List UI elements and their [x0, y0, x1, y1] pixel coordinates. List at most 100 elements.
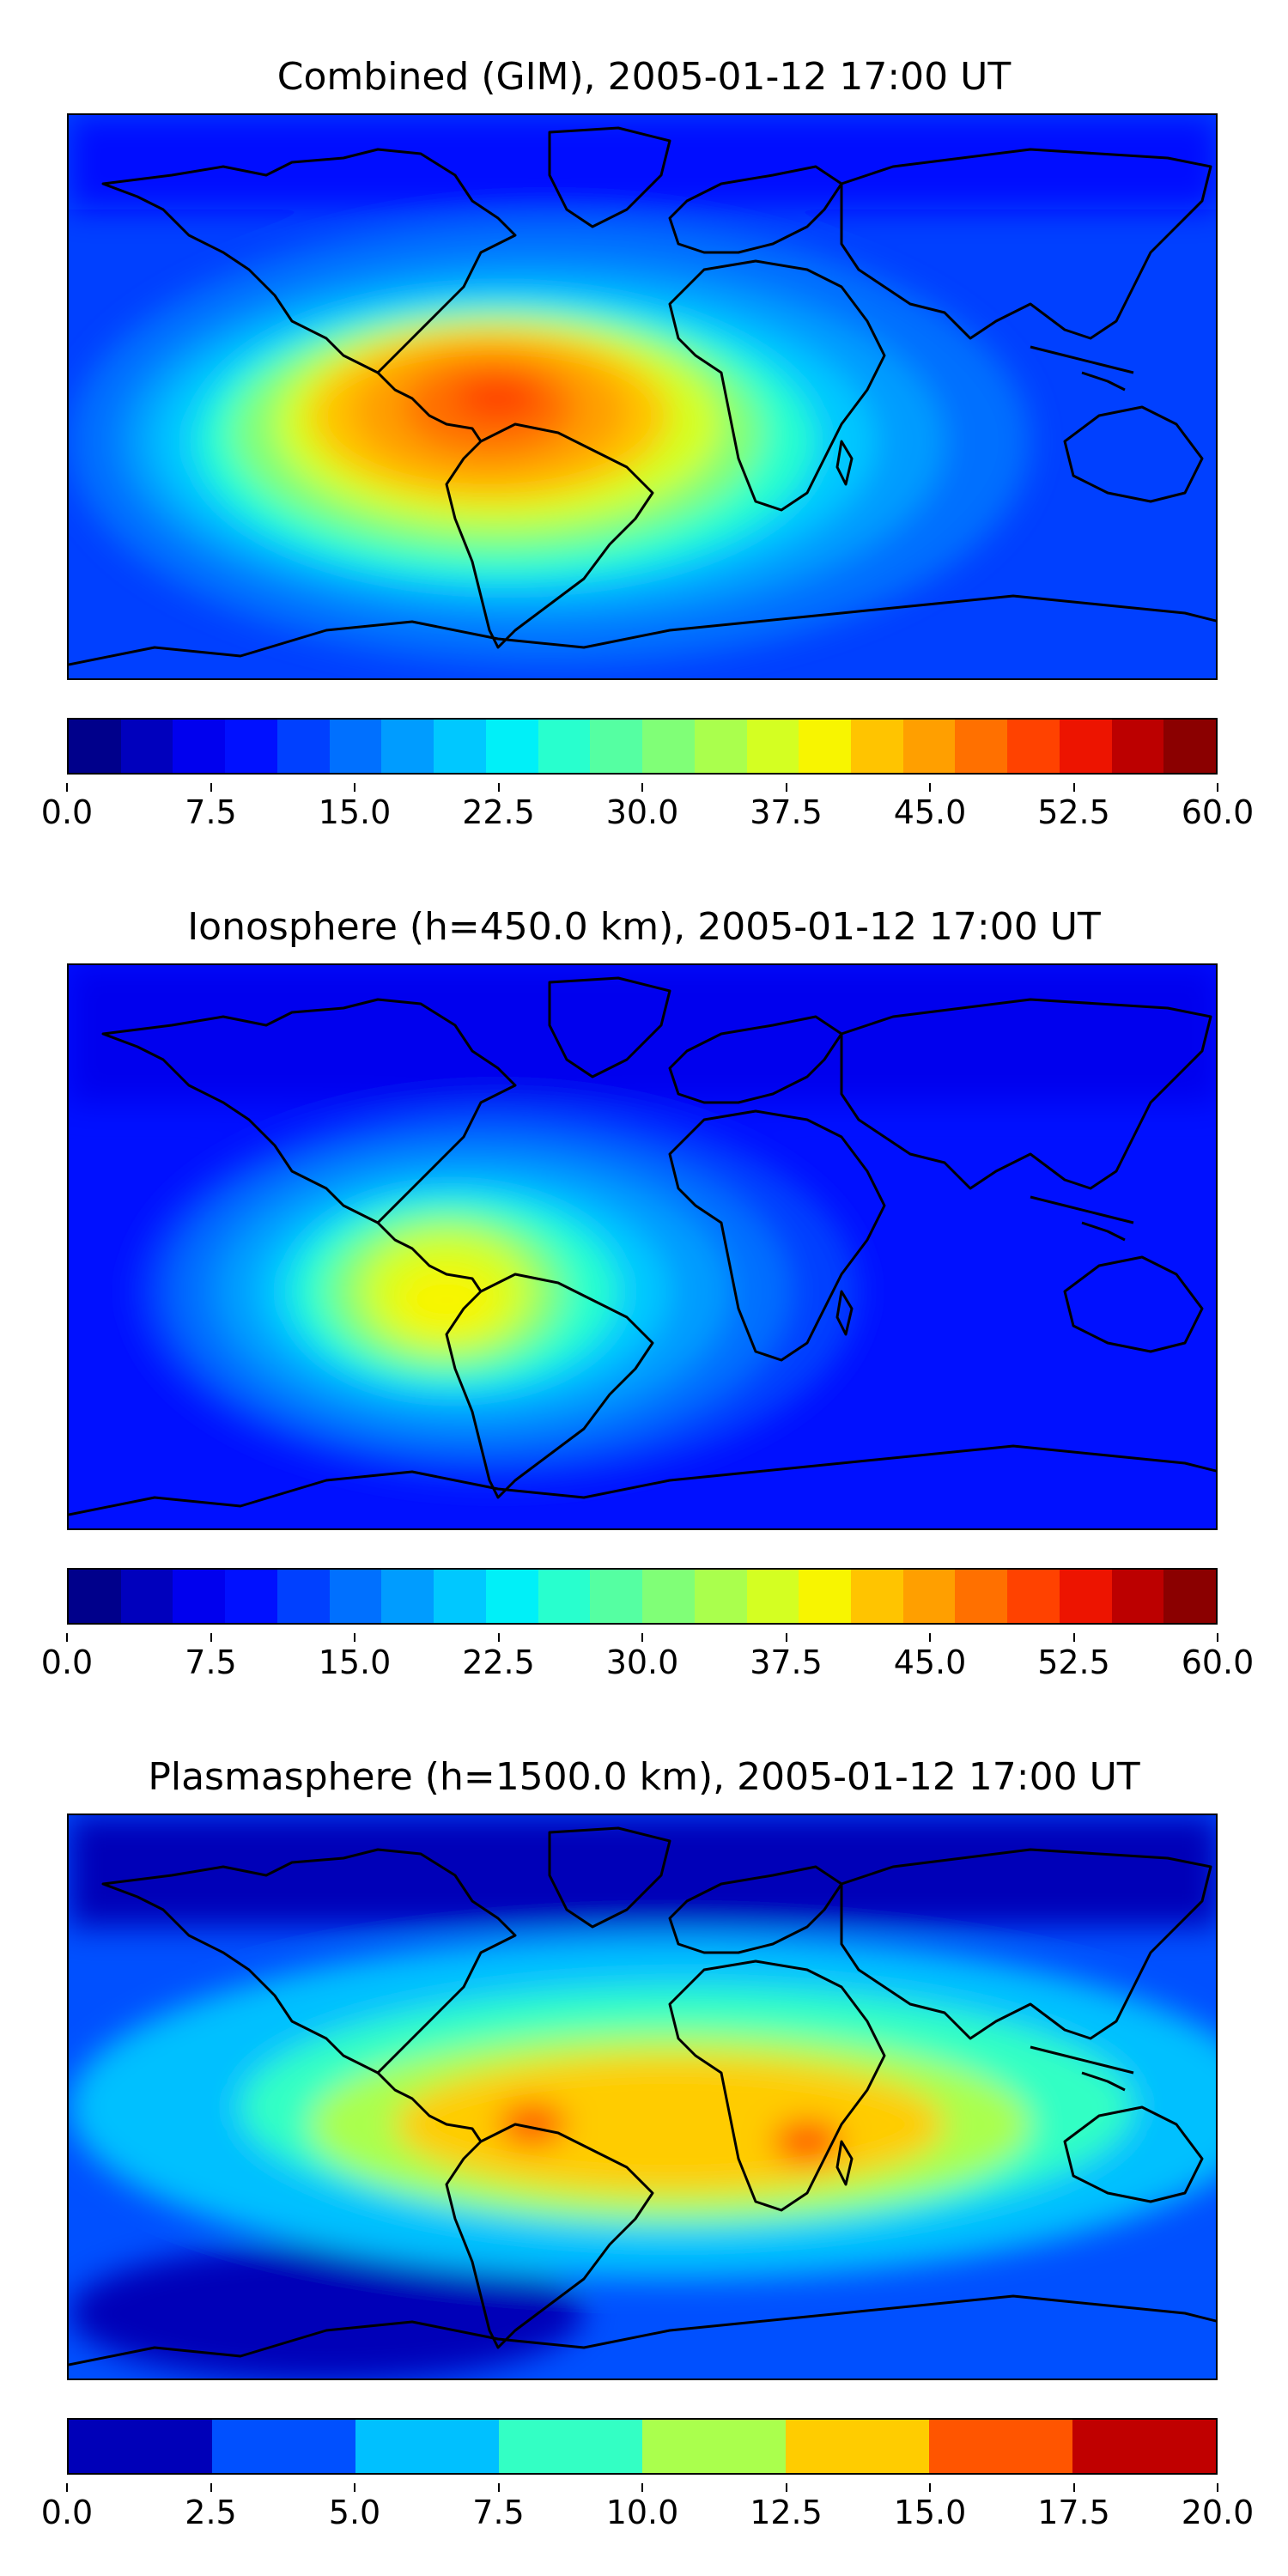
colorbar-tick-mark: [1072, 2483, 1075, 2492]
panel-3-map: [67, 1814, 1218, 2380]
colorbar-swatch: [694, 720, 747, 773]
colorbar-swatch: [120, 1570, 173, 1623]
colorbar-tick-mark: [210, 783, 212, 792]
colorbar-tick-mark: [497, 2483, 500, 2492]
panel-2-colorbar-ticks: 0.0 7.5 15.0 22.5 30.0 37.5 45.0 52.5 60.0: [41, 1633, 1254, 1686]
colorbar-tick-label: 37.5: [750, 1643, 823, 1681]
colorbar-tick-mark: [66, 783, 68, 792]
colorbar-swatch: [173, 720, 226, 773]
colorbar-tick-label: 60.0: [1181, 1643, 1255, 1681]
colorbar-swatch: [434, 720, 486, 773]
colorbar-swatch: [538, 1570, 591, 1623]
colorbar-tick-label: 60.0: [1181, 793, 1255, 831]
colorbar-swatch: [851, 720, 903, 773]
colorbar-swatch: [1059, 720, 1112, 773]
colorbar-swatch: [538, 720, 591, 773]
panel-3-colorbar-ticks: 0.0 2.5 5.0 7.5 10.0 12.5 15.0 17.5 20.0: [41, 2483, 1254, 2537]
colorbar-tick-mark: [929, 1633, 931, 1642]
colorbar-tick-label: 20.0: [1181, 2494, 1255, 2531]
colorbar-tick-label: 0.0: [40, 1643, 94, 1681]
colorbar-tick-label: 2.5: [185, 2494, 237, 2531]
colorbar-tick-label: 15.0: [318, 1643, 392, 1681]
colorbar-swatch: [746, 720, 799, 773]
colorbar-tick-label: 10.0: [605, 2494, 679, 2531]
colorbar-swatch: [746, 1570, 799, 1623]
colorbar-swatch: [329, 720, 382, 773]
colorbar-tick-mark: [785, 783, 787, 792]
colorbar-swatch: [225, 720, 277, 773]
colorbar-swatch: [434, 1570, 486, 1623]
colorbar-swatch: [173, 1570, 226, 1623]
colorbar-tick-mark: [210, 1633, 212, 1642]
colorbar-tick-label: 7.5: [185, 793, 237, 831]
colorbar-swatch: [69, 2420, 212, 2473]
colorbar-tick-mark: [641, 783, 643, 792]
colorbar-swatch: [590, 1570, 643, 1623]
colorbar-swatch: [929, 2420, 1072, 2473]
colorbar-tick-label: 15.0: [318, 793, 392, 831]
colorbar-swatch: [955, 720, 1008, 773]
colorbar-swatch: [1007, 1570, 1060, 1623]
colorbar-tick-label: 17.5: [1037, 2494, 1110, 2531]
colorbar-swatch: [642, 720, 695, 773]
colorbar-tick-label: 45.0: [893, 1643, 967, 1681]
colorbar-tick-mark: [1217, 783, 1218, 792]
colorbar-swatch: [381, 720, 434, 773]
colorbar-swatch: [902, 1570, 956, 1623]
colorbar-tick-mark: [66, 2483, 68, 2492]
colorbar-tick-label: 5.0: [328, 2494, 381, 2531]
colorbar-tick-label: 7.5: [185, 1643, 237, 1681]
colorbar-tick-label: 7.5: [472, 2494, 525, 2531]
colorbar-swatch: [1059, 1570, 1112, 1623]
colorbar-tick-mark: [1072, 783, 1075, 792]
colorbar-tick-mark: [354, 783, 355, 792]
colorbar-swatch: [1163, 1570, 1216, 1623]
panel-2-map: [67, 963, 1218, 1530]
colorbar-swatch: [276, 720, 330, 773]
colorbar-swatch: [1111, 1570, 1164, 1623]
colorbar-tick-label: 0.0: [40, 793, 94, 831]
colorbar-tick-mark: [497, 1633, 500, 1642]
colorbar-tick-mark: [785, 1633, 787, 1642]
colorbar-swatch: [69, 1570, 121, 1623]
colorbar-swatch: [381, 1570, 434, 1623]
colorbar-swatch: [694, 1570, 747, 1623]
colorbar-swatch: [786, 2420, 929, 2473]
colorbar-tick-label: 22.5: [462, 1643, 535, 1681]
panel-1-colorbar: [67, 718, 1218, 775]
colorbar-tick-label: 45.0: [893, 793, 967, 831]
colorbar-swatch: [851, 1570, 903, 1623]
colorbar-swatch: [799, 720, 852, 773]
colorbar-tick-label: 52.5: [1037, 1643, 1110, 1681]
colorbar-swatch: [902, 720, 956, 773]
panel-3-colorbar: [67, 2418, 1218, 2475]
colorbar-swatch: [1111, 720, 1164, 773]
colorbar-tick-mark: [929, 2483, 931, 2492]
colorbar-swatch: [225, 1570, 277, 1623]
colorbar-swatch: [642, 2420, 786, 2473]
colorbar-swatch: [329, 1570, 382, 1623]
colorbar-tick-label: 22.5: [462, 793, 535, 831]
colorbar-tick-label: 37.5: [750, 793, 823, 831]
colorbar-tick-mark: [641, 1633, 643, 1642]
colorbar-swatch: [799, 1570, 852, 1623]
panel-2-title: Ionosphere (h=450.0 km), 2005-01-12 17:0…: [187, 905, 1101, 949]
panel-1-colorbar-ticks: 0.0 7.5 15.0 22.5 30.0 37.5 45.0 52.5 60.0: [41, 783, 1254, 836]
panel-3-title: Plasmasphere (h=1500.0 km), 2005-01-12 1…: [148, 1755, 1140, 1799]
colorbar-tick-mark: [66, 1633, 68, 1642]
colorbar-swatch: [212, 2420, 355, 2473]
colorbar-tick-mark: [785, 2483, 787, 2492]
colorbar-tick-label: 52.5: [1037, 793, 1110, 831]
colorbar-swatch: [355, 2420, 499, 2473]
colorbar-swatch: [1163, 720, 1216, 773]
colorbar-swatch: [276, 1570, 330, 1623]
colorbar-tick-label: 0.0: [40, 2494, 94, 2531]
colorbar-tick-label: 15.0: [893, 2494, 967, 2531]
colorbar-swatch: [590, 720, 643, 773]
colorbar-swatch: [120, 720, 173, 773]
colorbar-tick-mark: [641, 2483, 643, 2492]
colorbar-swatch: [642, 1570, 695, 1623]
colorbar-tick-mark: [1072, 1633, 1075, 1642]
colorbar-tick-mark: [354, 1633, 355, 1642]
colorbar-tick-mark: [210, 2483, 212, 2492]
